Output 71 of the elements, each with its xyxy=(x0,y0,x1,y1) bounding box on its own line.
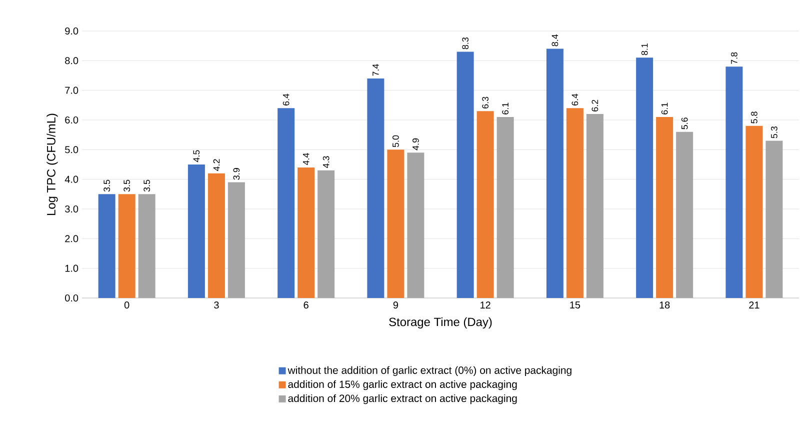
bar xyxy=(476,111,494,298)
y-tick-label: 7.0 xyxy=(65,86,78,94)
bar xyxy=(118,194,136,298)
bar xyxy=(228,182,245,298)
data-label: 4.4 xyxy=(302,153,310,166)
x-tick-label: 18 xyxy=(660,302,670,309)
data-label: 7.4 xyxy=(372,64,379,76)
bar xyxy=(456,52,474,298)
y-tick-label: 4.0 xyxy=(64,176,78,183)
data-label: 6.4 xyxy=(282,94,290,106)
data-label: 6.1 xyxy=(661,102,668,114)
data-label: 6.1 xyxy=(502,102,508,114)
bar xyxy=(566,108,584,298)
y-tick-label: 3.0 xyxy=(65,205,78,213)
x-tick-label: 3 xyxy=(214,302,219,309)
data-label: 6.3 xyxy=(482,96,488,108)
bar xyxy=(726,66,743,298)
bar xyxy=(746,126,763,298)
data-label: 5.6 xyxy=(681,118,688,130)
bar xyxy=(636,58,654,298)
y-tick-label: 0.0 xyxy=(65,294,78,302)
bar xyxy=(318,170,335,298)
data-label: 8.4 xyxy=(552,34,558,46)
y-tick-label: 5.0 xyxy=(65,146,78,154)
bar xyxy=(278,108,295,298)
bar xyxy=(407,152,424,298)
bar xyxy=(546,48,564,298)
bar xyxy=(387,150,404,298)
bar xyxy=(586,114,604,298)
data-label: 5.0 xyxy=(392,135,399,148)
legend-label: addition of 15% garlic extract on active packaging xyxy=(288,380,517,390)
bar xyxy=(188,164,205,298)
y-tick-label: 8.0 xyxy=(65,57,78,64)
data-label: 3.5 xyxy=(124,180,130,192)
data-label: 6.4 xyxy=(572,94,578,106)
legend-label: addition of 20% garlic extract on active packaging xyxy=(288,394,517,404)
data-label: 3.9 xyxy=(233,168,240,180)
data-label: 4.5 xyxy=(193,150,200,162)
legend-label: without the addition of garlic extract (0%) on active packaging xyxy=(288,366,572,376)
y-axis-title: Log TPC (CFU/mL) xyxy=(46,114,58,215)
x-tick-label: 21 xyxy=(749,302,760,308)
bar xyxy=(367,78,384,298)
bar xyxy=(766,140,783,298)
x-tick-label: 0 xyxy=(124,302,130,309)
data-label: 4.9 xyxy=(412,138,419,150)
data-label: 7.8 xyxy=(731,52,738,64)
x-tick-label: 9 xyxy=(393,302,398,309)
x-tick-label: 15 xyxy=(570,302,580,308)
bar xyxy=(98,194,116,298)
x-tick-label: 12 xyxy=(480,302,490,308)
data-label: 3.5 xyxy=(104,180,110,192)
bar xyxy=(496,117,514,298)
bar xyxy=(676,132,694,298)
bar xyxy=(138,194,156,298)
data-label: 4.3 xyxy=(322,156,330,168)
data-label: 3.5 xyxy=(144,180,150,192)
data-label: 5.8 xyxy=(751,112,758,124)
y-tick-label: 2.0 xyxy=(65,235,78,242)
y-tick-label: 9.0 xyxy=(65,27,78,35)
data-label: 5.3 xyxy=(771,126,778,138)
y-tick-label: 1.0 xyxy=(65,264,78,272)
y-tick-label: 6.0 xyxy=(65,116,78,124)
x-tick-label: 6 xyxy=(304,302,308,309)
x-axis-title: Storage Time (Day) xyxy=(389,317,492,329)
bar xyxy=(656,117,674,298)
bar xyxy=(298,167,315,298)
data-label: 8.3 xyxy=(462,37,468,50)
data-label: 6.2 xyxy=(592,100,598,112)
bar xyxy=(208,173,225,298)
data-label: 8.1 xyxy=(641,43,648,56)
data-label: 4.2 xyxy=(213,159,220,171)
